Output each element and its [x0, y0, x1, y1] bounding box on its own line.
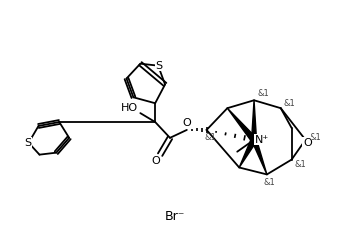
Polygon shape: [252, 100, 256, 140]
Text: &1: &1: [309, 133, 321, 142]
Text: S: S: [24, 138, 31, 148]
Text: O: O: [183, 118, 191, 128]
Text: O: O: [152, 156, 160, 165]
Text: &1: &1: [205, 133, 216, 142]
Text: Br⁻: Br⁻: [165, 210, 185, 224]
Text: HO: HO: [121, 103, 138, 113]
Text: &1: &1: [257, 89, 269, 98]
Text: &1: &1: [284, 99, 295, 108]
Text: S: S: [156, 61, 163, 71]
Text: O: O: [303, 138, 312, 148]
Text: &1: &1: [294, 160, 306, 169]
Text: N⁺: N⁺: [255, 135, 269, 145]
Text: &1: &1: [264, 178, 276, 187]
Polygon shape: [252, 139, 267, 174]
Polygon shape: [239, 138, 257, 167]
Polygon shape: [227, 108, 256, 142]
